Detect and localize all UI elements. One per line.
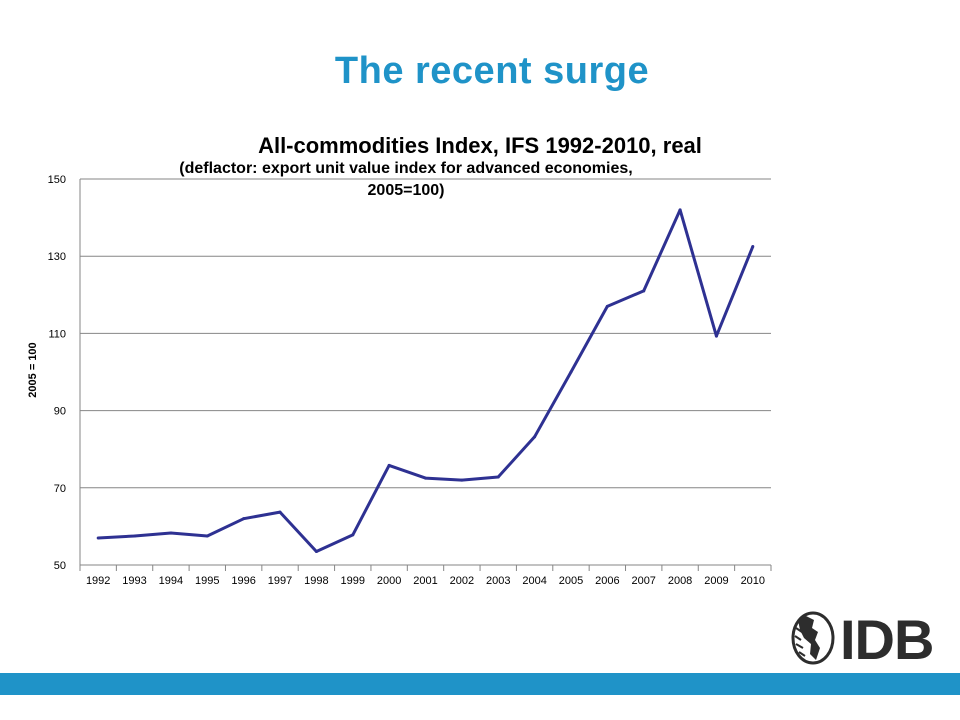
logo-text: IDB: [840, 608, 934, 671]
x-tick-label: 1994: [159, 575, 183, 587]
idb-logo: IDB: [790, 610, 935, 670]
y-tick-label: 70: [54, 483, 66, 495]
series-line: [98, 208, 755, 553]
x-tick-label: 1997: [268, 575, 292, 587]
x-tick-label: 1992: [86, 575, 110, 587]
x-tick-label: 2007: [631, 575, 655, 587]
y-tick-label: 50: [54, 560, 66, 572]
data-point: [205, 534, 209, 538]
slide-title: The recent surge: [334, 50, 650, 92]
x-tick-label: 2004: [522, 575, 546, 587]
y-tick-label: 130: [48, 251, 66, 263]
x-tick-label: 1999: [341, 575, 365, 587]
y-tick-label: 90: [54, 406, 66, 418]
chart-subtitle-line-1: (deflactor: export unit value index for …: [179, 160, 633, 177]
x-tick-label: 2009: [704, 575, 728, 587]
globe-americas-icon: [791, 611, 835, 665]
data-point: [133, 534, 137, 538]
x-tick-label: 2002: [450, 575, 474, 587]
data-point: [642, 289, 646, 293]
data-point: [351, 533, 355, 537]
data-point: [460, 478, 464, 482]
x-tick-labels: 1992 1993 1994 1995 1996 1997 1998 1999 2000 2001…: [86, 575, 765, 587]
chart-gridlines: [79, 178, 772, 571]
x-tick-label: 1998: [304, 575, 328, 587]
series-group: [96, 208, 755, 553]
x-tick-label: 2001: [413, 575, 437, 587]
data-point: [533, 435, 537, 439]
x-tick-label: 2000: [377, 575, 401, 587]
data-point: [169, 531, 173, 535]
y-tick-label: 150: [48, 174, 66, 186]
data-point: [751, 245, 755, 249]
y-axis-label: 2005 = 100: [27, 342, 39, 398]
chart-subtitle-line-2: 2005=100): [367, 182, 445, 199]
x-tick-label: 2006: [595, 575, 619, 587]
data-point: [678, 208, 682, 212]
chart-title: All-commodities Index, IFS 1992-2010, re…: [258, 133, 702, 158]
data-point: [387, 463, 391, 467]
x-tick-label: 1995: [195, 575, 219, 587]
data-point: [605, 304, 609, 308]
data-point: [242, 517, 246, 521]
data-point: [569, 370, 573, 374]
data-point: [496, 475, 500, 479]
x-tick-label: 2008: [668, 575, 692, 587]
x-tick-label: 2010: [741, 575, 765, 587]
data-point: [278, 510, 282, 514]
x-tick-label: 1993: [122, 575, 146, 587]
data-point: [714, 334, 718, 338]
data-point: [96, 536, 100, 540]
y-tick-labels: 50 70 90 110 130 150: [48, 174, 66, 572]
x-tick-label: 2005: [559, 575, 583, 587]
data-point: [314, 549, 318, 553]
x-tick-label: 1996: [231, 575, 255, 587]
footer-bar: [0, 673, 960, 695]
x-tick-label: 2003: [486, 575, 510, 587]
data-point: [424, 476, 427, 480]
y-tick-label: 110: [48, 328, 66, 340]
